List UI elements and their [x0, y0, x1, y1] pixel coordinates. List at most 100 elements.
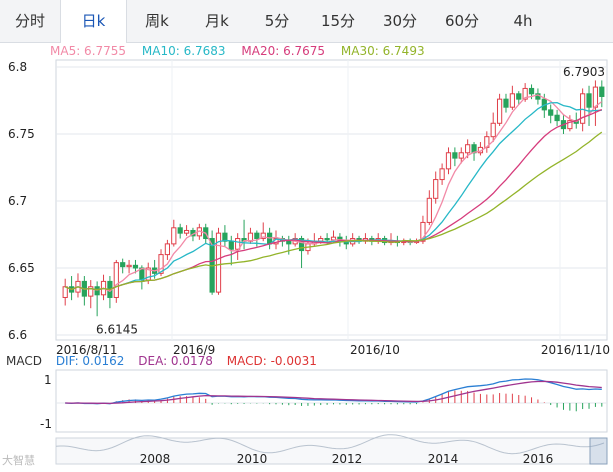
- tab-8[interactable]: 4h: [513, 12, 533, 30]
- y-tick-label: 6.6: [8, 328, 27, 342]
- tab-4[interactable]: 5分: [264, 12, 290, 30]
- candle-body: [324, 238, 330, 241]
- candle: [509, 85, 515, 110]
- candle-body: [439, 168, 445, 181]
- macd-dif-line: [65, 378, 602, 405]
- candle-body: [177, 227, 183, 234]
- candle-body: [183, 229, 190, 234]
- y-tick-label: 6.7: [8, 194, 27, 208]
- candle-body: [298, 238, 305, 252]
- navigator-frame: [55, 437, 608, 465]
- tab-5[interactable]: 15分: [320, 12, 356, 30]
- candle: [107, 276, 113, 309]
- candle-body: [580, 93, 586, 124]
- candle: [522, 83, 528, 102]
- candle: [164, 239, 171, 260]
- candle: [452, 147, 458, 167]
- candle-body: [465, 144, 471, 154]
- candle-body: [509, 93, 515, 108]
- candle-body: [158, 254, 164, 274]
- candle: [311, 233, 317, 247]
- y-tick-label: 6.65: [8, 261, 35, 275]
- candle-body: [567, 120, 573, 130]
- ma5-line: [64, 94, 603, 293]
- candle-body: [426, 197, 432, 223]
- tab-2[interactable]: 周k: [145, 12, 169, 30]
- candle: [81, 276, 87, 306]
- ma5-label: MA5: 6.7755: [50, 44, 127, 58]
- candle: [362, 233, 369, 244]
- navigator-selection: [589, 437, 608, 465]
- navigator-line: [55, 434, 605, 455]
- candle: [535, 88, 541, 105]
- ma30-line: [64, 131, 603, 291]
- candle-body: [548, 109, 554, 116]
- macd-legend: MACD DIF: 0.0162 DEA: 0.0178 MACD: -0.00…: [6, 354, 327, 368]
- candle-body: [215, 232, 222, 293]
- candle-body: [586, 93, 592, 108]
- candle-body: [132, 264, 139, 269]
- candle: [75, 273, 81, 298]
- candle-body: [113, 262, 119, 298]
- candle-body: [62, 286, 68, 298]
- candle: [445, 147, 452, 175]
- candle: [496, 93, 503, 126]
- candle: [94, 281, 100, 317]
- high-price-annotation: 6.7903: [563, 65, 605, 79]
- candle: [567, 115, 573, 132]
- candle: [222, 225, 228, 247]
- candle: [586, 85, 592, 126]
- ma30-label: MA30: 6.7493: [340, 44, 425, 58]
- candle: [439, 163, 445, 185]
- ma-legend: MA5: 6.7755 MA10: 6.7683 MA20: 6.7675 MA…: [50, 44, 437, 58]
- navigator-year-label: 2016: [523, 452, 554, 466]
- candle: [235, 233, 241, 260]
- candle: [247, 227, 254, 244]
- candle: [458, 147, 464, 164]
- candle-body: [458, 152, 464, 159]
- candle-body: [286, 240, 292, 245]
- tab-6[interactable]: 30分: [382, 12, 418, 30]
- candle: [120, 258, 126, 274]
- navigator-year-label: 2010: [237, 452, 268, 466]
- navigator-year-label: 2012: [332, 452, 363, 466]
- candle: [241, 219, 247, 250]
- candle-body: [445, 152, 452, 170]
- x-tick-label: 2016/11/10: [541, 343, 610, 357]
- candle: [126, 259, 132, 274]
- candle-body: [503, 98, 509, 108]
- candle-body: [171, 227, 177, 245]
- period-tabs: 分时 日k 周k 月k 5分 15分 30分 60分 4h: [0, 0, 613, 43]
- candle: [599, 80, 605, 108]
- y-tick-label: 6.75: [8, 127, 35, 141]
- candle: [375, 233, 381, 244]
- macd-tick-label: -1: [40, 417, 52, 431]
- candle: [177, 223, 183, 239]
- candle-body: [254, 232, 260, 240]
- ma20-label: MA20: 6.7675: [241, 44, 326, 58]
- candle-body: [433, 179, 439, 199]
- macd-plot-frame: [55, 369, 608, 433]
- candle: [548, 104, 554, 124]
- candle-body: [522, 87, 528, 100]
- ma10-label: MA10: 6.7683: [141, 44, 226, 58]
- candle: [477, 142, 484, 156]
- candle: [503, 93, 509, 113]
- watermark: 大智慧: [2, 454, 35, 467]
- y-tick-label: 6.8: [8, 60, 27, 74]
- navigator-year-label: 2008: [140, 452, 171, 466]
- macd-dea-label: DEA: 0.0178: [138, 354, 213, 368]
- x-tick-label: 2016/9: [173, 343, 215, 357]
- candle: [260, 222, 266, 242]
- tab-1[interactable]: 日k: [60, 0, 127, 43]
- candle-body: [490, 122, 496, 138]
- tab-0[interactable]: 分时: [14, 12, 45, 30]
- candle-body: [126, 264, 132, 268]
- tab-7[interactable]: 60分: [444, 12, 480, 30]
- price-plot-frame: [55, 59, 608, 341]
- tab-3[interactable]: 月k: [205, 12, 229, 30]
- candle-body: [164, 243, 171, 256]
- candle-body: [420, 221, 426, 242]
- x-tick-label: 2016/10: [350, 343, 400, 357]
